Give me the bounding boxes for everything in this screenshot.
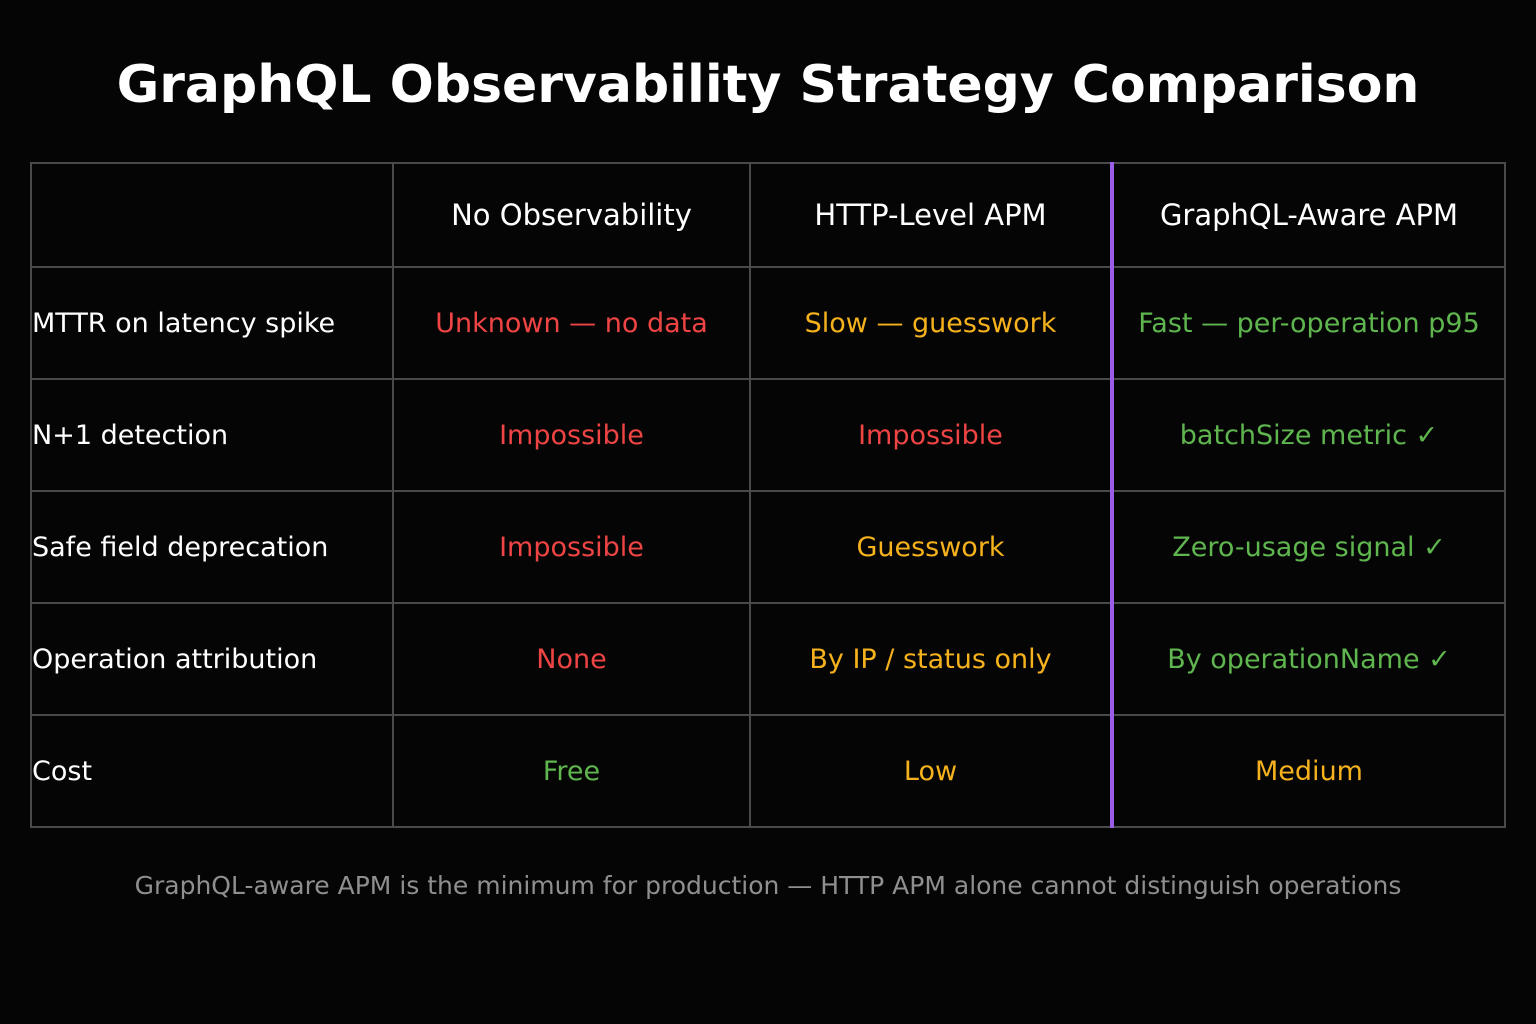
table-cell: Guesswork [749, 490, 1113, 604]
table-cell: Fast — per-operation p95 [1110, 266, 1506, 380]
table-cell: batchSize metric ✓ [1110, 378, 1506, 492]
table-cell: Impossible [749, 378, 1113, 492]
table-row: N+1 detection Impossible Impossible batc… [30, 378, 1506, 492]
page-title: GraphQL Observability Strategy Compariso… [116, 55, 1420, 115]
header-row: No Observability HTTP-Level APM GraphQL-… [30, 162, 1506, 268]
table-cell: Low [749, 714, 1113, 828]
table-cell: Free [392, 714, 751, 828]
row-label: MTTR on latency spike [30, 266, 394, 380]
table-cell: Impossible [392, 378, 751, 492]
table-cell: By IP / status only [749, 602, 1113, 716]
footnote: GraphQL-aware APM is the minimum for pro… [134, 871, 1402, 900]
table-cell: None [392, 602, 751, 716]
row-label: Operation attribution [30, 602, 394, 716]
comparison-table: No Observability HTTP-Level APM GraphQL-… [30, 162, 1506, 828]
row-label: Cost [30, 714, 394, 828]
column-header-http-level-apm: HTTP-Level APM [749, 162, 1113, 268]
table-cell: Zero-usage signal ✓ [1110, 490, 1506, 604]
table-cell: Impossible [392, 490, 751, 604]
row-label: N+1 detection [30, 378, 394, 492]
column-header-graphql-aware-apm: GraphQL-Aware APM [1110, 162, 1506, 268]
table-row: Safe field deprecation Impossible Guessw… [30, 490, 1506, 604]
table-row: Cost Free Low Medium [30, 714, 1506, 828]
table-cell: Medium [1110, 714, 1506, 828]
table-cell: Unknown — no data [392, 266, 751, 380]
table-row: Operation attribution None By IP / statu… [30, 602, 1506, 716]
table-cell: Slow — guesswork [749, 266, 1113, 380]
column-header-empty [30, 162, 394, 268]
comparison-table-container: No Observability HTTP-Level APM GraphQL-… [30, 162, 1506, 828]
column-header-no-observability: No Observability [392, 162, 751, 268]
row-label: Safe field deprecation [30, 490, 394, 604]
table-cell: By operationName ✓ [1110, 602, 1506, 716]
table-row: MTTR on latency spike Unknown — no data … [30, 266, 1506, 380]
